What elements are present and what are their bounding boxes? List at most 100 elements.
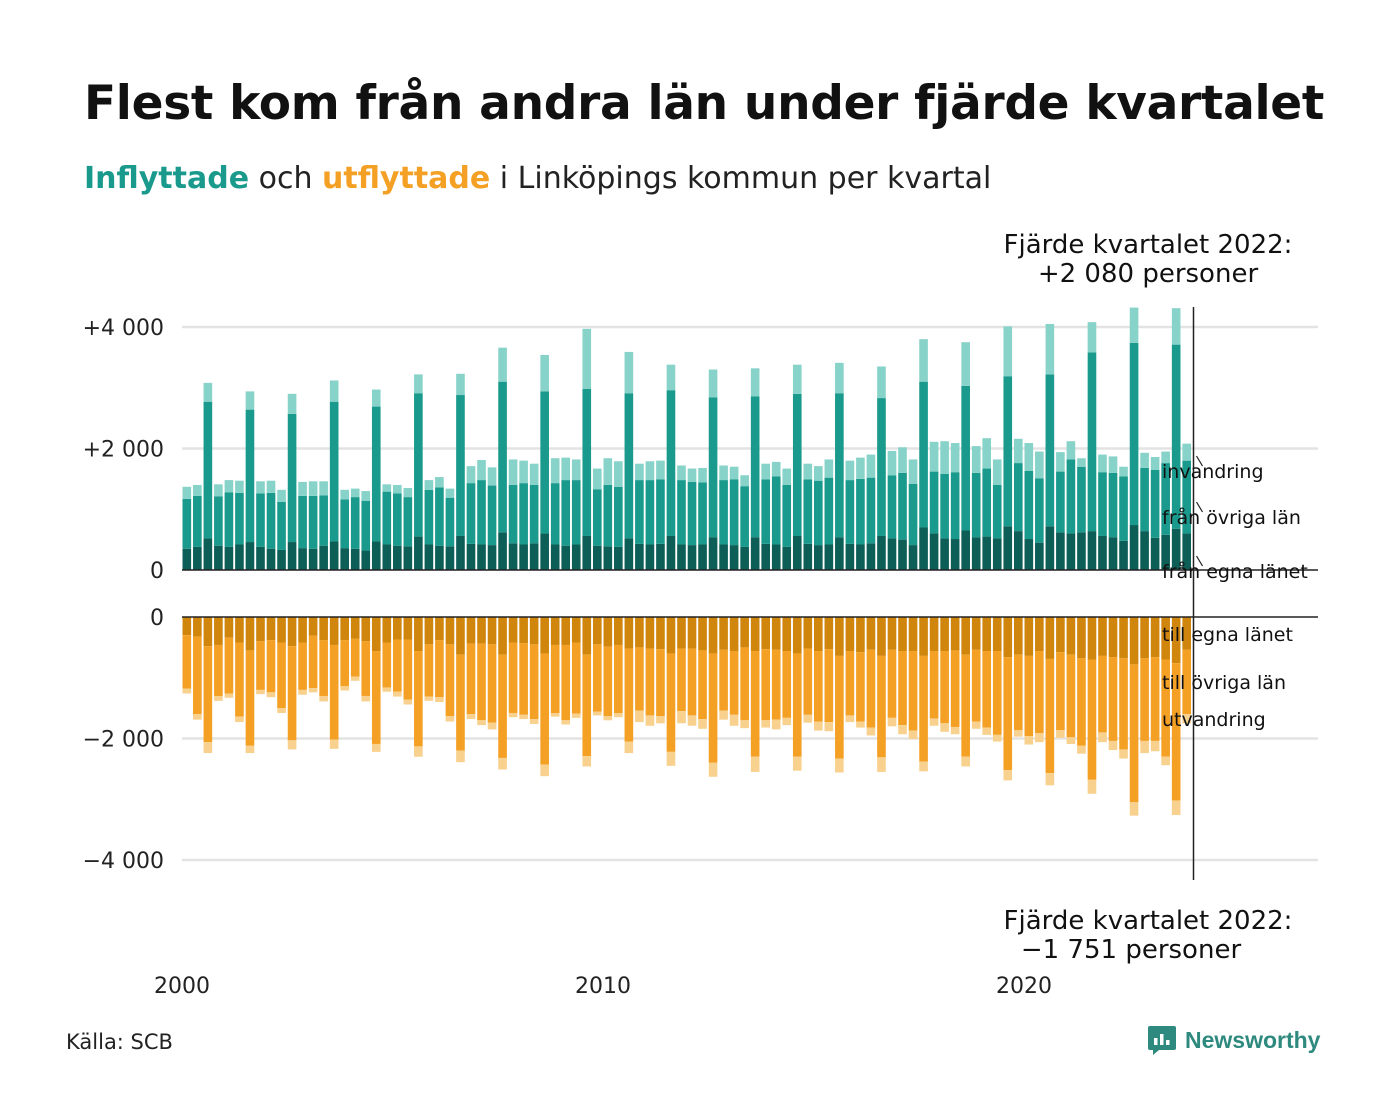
- bar-in-egna-lanet: [435, 545, 444, 570]
- bar-in-ovriga-lan: [645, 480, 655, 545]
- bar-out-utvandring: [845, 715, 855, 723]
- bar-out-utvandring: [508, 712, 518, 718]
- bar-in-egna-lanet: [1161, 534, 1170, 570]
- bar-out-egna-lanet: [582, 617, 592, 655]
- bar-in-ovriga-lan: [529, 484, 539, 544]
- bar-in-egna-lanet: [403, 546, 413, 570]
- bar-out-utvandring: [435, 697, 444, 703]
- bar-in-egna-lanet: [1108, 537, 1118, 570]
- bar-out-utvandring: [792, 756, 802, 771]
- bar-in-invandring: [719, 465, 728, 481]
- bar-out-utvandring: [656, 716, 665, 724]
- bar-out-ovriga-lan: [761, 649, 771, 721]
- bar-in-ovriga-lan: [193, 495, 202, 547]
- bar-out-utvandring: [645, 715, 655, 726]
- bar-in-ovriga-lan: [340, 499, 350, 549]
- bar-in-ovriga-lan: [771, 476, 781, 545]
- bar-in-invandring: [656, 460, 665, 480]
- bar-in-invandring: [393, 484, 402, 494]
- bar-out-egna-lanet: [256, 617, 265, 642]
- bar-in-egna-lanet: [982, 536, 992, 570]
- bar-in-invandring: [298, 481, 307, 496]
- bar-out-utvandring: [887, 717, 897, 727]
- bar-in-egna-lanet: [1056, 532, 1065, 570]
- bar-out-utvandring: [224, 693, 234, 698]
- bar-in-ovriga-lan: [550, 483, 560, 545]
- bar-out-egna-lanet: [403, 617, 413, 640]
- bar-out-egna-lanet: [1024, 617, 1034, 656]
- bar-in-invandring: [803, 463, 813, 480]
- bar-out-egna-lanet: [477, 617, 486, 644]
- bar-out-egna-lanet: [950, 617, 960, 651]
- brand-logo[interactable]: Newsworthy: [1147, 1024, 1320, 1056]
- bar-in-invandring: [245, 391, 255, 410]
- bar-out-utvandring: [287, 740, 297, 750]
- bar-out-utvandring: [1035, 733, 1044, 743]
- bar-out-utvandring: [761, 720, 771, 728]
- bar-in-invandring: [908, 459, 918, 484]
- annotation-bottom-line1: Fjärde kvartalet 2022:: [1004, 906, 1293, 936]
- legend-label-top: från egna länet: [1162, 560, 1308, 583]
- legend-label-bottom: till egna länet: [1162, 624, 1293, 646]
- bar-in-invandring: [603, 458, 613, 485]
- bar-out-ovriga-lan: [361, 641, 371, 696]
- bar-out-ovriga-lan: [877, 655, 886, 758]
- bar-out-ovriga-lan: [982, 651, 992, 728]
- bar-out-ovriga-lan: [719, 649, 728, 711]
- bar-out-ovriga-lan: [845, 651, 855, 716]
- bar-out-utvandring: [477, 720, 486, 726]
- bar-in-egna-lanet: [761, 543, 771, 570]
- bar-in-invandring: [571, 459, 581, 481]
- bar-in-egna-lanet: [550, 544, 560, 571]
- bar-out-egna-lanet: [214, 617, 223, 645]
- bar-in-egna-lanet: [224, 546, 234, 570]
- bar-out-utvandring: [719, 710, 728, 720]
- bar-in-invandring: [1182, 443, 1192, 461]
- bar-in-egna-lanet: [824, 544, 834, 571]
- bar-in-invandring: [1087, 322, 1097, 353]
- bar-out-utvandring: [1119, 749, 1128, 759]
- bar-in-egna-lanet: [635, 543, 644, 570]
- bar-in-invandring: [582, 328, 592, 389]
- bar-in-egna-lanet: [708, 537, 718, 570]
- bar-in-invandring: [866, 454, 876, 478]
- bar-in-egna-lanet: [361, 550, 371, 570]
- bar-out-egna-lanet: [677, 617, 686, 649]
- bar-out-utvandring: [414, 746, 423, 757]
- bar-in-invandring: [1150, 457, 1160, 470]
- bar-out-egna-lanet: [603, 617, 613, 647]
- bar-in-invandring: [1077, 458, 1086, 467]
- bar-out-utvandring: [1003, 770, 1013, 781]
- bar-in-egna-lanet: [466, 543, 476, 570]
- bar-in-egna-lanet: [740, 546, 749, 570]
- bar-in-ovriga-lan: [592, 489, 602, 546]
- bar-out-utvandring: [961, 756, 970, 767]
- bar-in-invandring: [929, 441, 939, 472]
- bar-out-ovriga-lan: [782, 651, 792, 718]
- bar-in-ovriga-lan: [761, 479, 771, 544]
- bar-out-ovriga-lan: [771, 649, 781, 720]
- bar-in-ovriga-lan: [287, 413, 297, 543]
- bar-out-utvandring: [603, 716, 613, 721]
- bar-out-utvandring: [203, 742, 213, 754]
- y-tick-label-bottom: −2 000: [83, 728, 164, 753]
- bar-out-ovriga-lan: [1035, 651, 1044, 734]
- bar-in-ovriga-lan: [214, 496, 223, 546]
- bar-out-egna-lanet: [803, 617, 813, 649]
- bar-in-ovriga-lan: [887, 475, 897, 539]
- y-tick-label-top: 0: [150, 559, 164, 584]
- bar-out-ovriga-lan: [645, 648, 655, 716]
- bar-in-ovriga-lan: [403, 497, 413, 547]
- bar-out-ovriga-lan: [961, 654, 970, 757]
- bar-out-egna-lanet: [866, 617, 876, 650]
- bar-out-egna-lanet: [329, 617, 339, 645]
- bar-in-egna-lanet: [382, 544, 392, 571]
- bar-in-ovriga-lan: [414, 393, 423, 537]
- bar-in-invandring: [266, 480, 276, 493]
- bar-in-egna-lanet: [561, 545, 571, 570]
- bar-in-egna-lanet: [214, 545, 223, 570]
- bar-in-invandring: [782, 468, 792, 485]
- bar-in-invandring: [771, 461, 781, 477]
- bar-out-egna-lanet: [782, 617, 792, 652]
- bar-out-egna-lanet: [287, 617, 297, 647]
